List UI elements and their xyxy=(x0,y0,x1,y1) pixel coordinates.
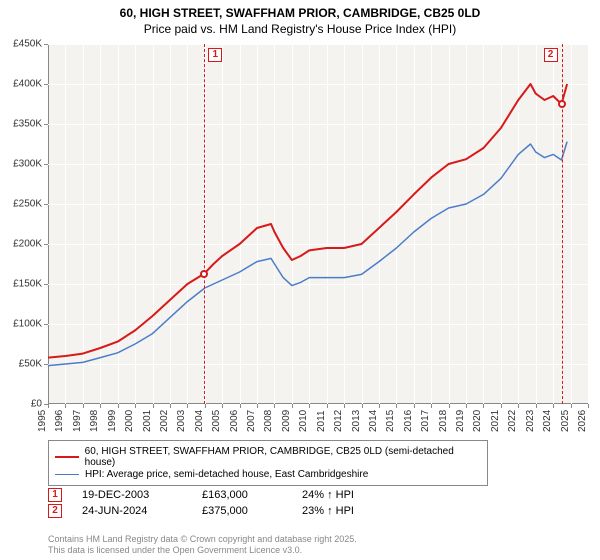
legend-row-2: HPI: Average price, semi-detached house,… xyxy=(55,469,481,480)
x-tick xyxy=(588,404,589,408)
sale-badge: 2 xyxy=(48,504,62,518)
x-tick-label: 2007 xyxy=(246,410,257,432)
y-tick xyxy=(44,164,48,165)
x-tick-label: 2022 xyxy=(507,410,518,432)
title-block: 60, HIGH STREET, SWAFFHAM PRIOR, CAMBRID… xyxy=(0,0,600,40)
x-tick-label: 2009 xyxy=(281,410,292,432)
x-tick-label: 2020 xyxy=(472,410,483,432)
sale-row: 2 24-JUN-2024 £375,000 23% ↑ HPI xyxy=(48,504,382,518)
y-tick-label: £0 xyxy=(31,399,42,410)
chart-svg xyxy=(48,44,588,404)
x-tick-label: 1998 xyxy=(89,410,100,432)
x-tick-label: 2010 xyxy=(298,410,309,432)
marker-line-2 xyxy=(562,44,563,404)
y-tick xyxy=(44,204,48,205)
x-tick-label: 2001 xyxy=(141,410,152,432)
y-tick-label: £200K xyxy=(13,239,42,250)
footer: Contains HM Land Registry data © Crown c… xyxy=(48,534,357,556)
x-tick-label: 2021 xyxy=(490,410,501,432)
sale-price: £375,000 xyxy=(202,505,282,517)
chart-container: 60, HIGH STREET, SWAFFHAM PRIOR, CAMBRID… xyxy=(0,0,600,560)
y-tick xyxy=(44,44,48,45)
marker-badge-2: 2 xyxy=(544,48,558,62)
x-tick-label: 2005 xyxy=(211,410,222,432)
legend-swatch-1 xyxy=(55,456,79,458)
x-tick-label: 1997 xyxy=(72,410,83,432)
y-tick xyxy=(44,84,48,85)
x-tick-label: 2015 xyxy=(385,410,396,432)
footer-line2: This data is licensed under the Open Gov… xyxy=(48,545,357,556)
x-tick-label: 2008 xyxy=(263,410,274,432)
marker-line-1 xyxy=(204,44,205,404)
x-tick-label: 2012 xyxy=(333,410,344,432)
x-tick-label: 2026 xyxy=(577,410,588,432)
y-tick xyxy=(44,244,48,245)
sale-hpi: 23% ↑ HPI xyxy=(302,505,382,517)
marker-dot-1 xyxy=(200,270,208,278)
x-tick-label: 2011 xyxy=(316,410,327,432)
y-tick-label: £350K xyxy=(13,119,42,130)
title-address: 60, HIGH STREET, SWAFFHAM PRIOR, CAMBRID… xyxy=(0,6,600,20)
x-tick-label: 2024 xyxy=(542,410,553,432)
sale-date: 19-DEC-2003 xyxy=(82,489,182,501)
marker-dot-2 xyxy=(558,100,566,108)
sales-table: 1 19-DEC-2003 £163,000 24% ↑ HPI 2 24-JUN-202… xyxy=(48,486,382,520)
x-tick-label: 1999 xyxy=(107,410,118,432)
sale-row: 1 19-DEC-2003 £163,000 24% ↑ HPI xyxy=(48,488,382,502)
y-tick xyxy=(44,364,48,365)
y-tick-label: £400K xyxy=(13,79,42,90)
y-tick-label: £300K xyxy=(13,159,42,170)
x-tick-label: 2002 xyxy=(159,410,170,432)
series-hpi xyxy=(48,142,567,366)
sale-hpi: 24% ↑ HPI xyxy=(302,489,382,501)
x-tick-label: 1996 xyxy=(54,410,65,432)
x-tick-label: 2003 xyxy=(176,410,187,432)
x-tick-label: 2018 xyxy=(438,410,449,432)
y-tick xyxy=(44,324,48,325)
series-price_paid xyxy=(48,84,567,358)
sale-price: £163,000 xyxy=(202,489,282,501)
title-subtitle: Price paid vs. HM Land Registry's House … xyxy=(0,22,600,36)
legend-label-1: 60, HIGH STREET, SWAFFHAM PRIOR, CAMBRID… xyxy=(85,446,481,468)
y-tick-label: £100K xyxy=(13,319,42,330)
x-tick-label: 2019 xyxy=(455,410,466,432)
y-tick-label: £250K xyxy=(13,199,42,210)
x-tick-label: 2013 xyxy=(350,410,361,432)
marker-badge-1: 1 xyxy=(208,48,222,62)
legend: 60, HIGH STREET, SWAFFHAM PRIOR, CAMBRID… xyxy=(48,440,488,486)
x-tick-label: 2017 xyxy=(420,410,431,432)
x-axis-labels: 1995199619971998199920002001200220032004… xyxy=(48,404,588,434)
x-tick-label: 2025 xyxy=(559,410,570,432)
sale-date: 24-JUN-2024 xyxy=(82,505,182,517)
gridline-v xyxy=(588,44,589,404)
x-tick-label: 2023 xyxy=(525,410,536,432)
footer-line1: Contains HM Land Registry data © Crown c… xyxy=(48,534,357,545)
legend-label-2: HPI: Average price, semi-detached house,… xyxy=(85,469,368,480)
legend-row-1: 60, HIGH STREET, SWAFFHAM PRIOR, CAMBRID… xyxy=(55,446,481,468)
x-tick-label: 2000 xyxy=(124,410,135,432)
y-tick xyxy=(44,124,48,125)
x-tick-label: 2016 xyxy=(403,410,414,432)
legend-swatch-2 xyxy=(55,474,79,476)
x-tick-label: 2006 xyxy=(228,410,239,432)
sale-badge: 1 xyxy=(48,488,62,502)
y-axis-labels: £0£50K£100K£150K£200K£250K£300K£350K£400… xyxy=(0,44,46,404)
x-tick-label: 2014 xyxy=(368,410,379,432)
x-tick-label: 2004 xyxy=(194,410,205,432)
y-tick-label: £50K xyxy=(19,359,42,370)
y-tick-label: £150K xyxy=(13,279,42,290)
plot-area: 12 xyxy=(48,44,588,404)
y-tick xyxy=(44,284,48,285)
x-tick-label: 1995 xyxy=(37,410,48,432)
y-tick-label: £450K xyxy=(13,39,42,50)
